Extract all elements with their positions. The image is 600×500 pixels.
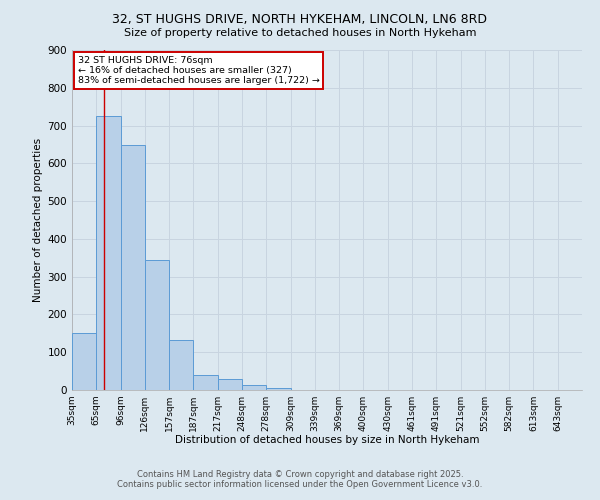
Text: 32 ST HUGHS DRIVE: 76sqm
← 16% of detached houses are smaller (327)
83% of semi-: 32 ST HUGHS DRIVE: 76sqm ← 16% of detach… — [77, 56, 319, 86]
Bar — [193, 375, 218, 390]
Text: Size of property relative to detached houses in North Hykeham: Size of property relative to detached ho… — [124, 28, 476, 38]
Bar — [218, 378, 242, 390]
Bar — [145, 260, 169, 390]
Bar — [72, 334, 96, 390]
X-axis label: Distribution of detached houses by size in North Hykeham: Distribution of detached houses by size … — [175, 436, 479, 446]
Bar — [121, 145, 145, 390]
Y-axis label: Number of detached properties: Number of detached properties — [34, 138, 43, 302]
Text: Contains HM Land Registry data © Crown copyright and database right 2025.
Contai: Contains HM Land Registry data © Crown c… — [118, 470, 482, 489]
Bar — [242, 386, 266, 390]
Bar — [266, 388, 290, 390]
Text: 32, ST HUGHS DRIVE, NORTH HYKEHAM, LINCOLN, LN6 8RD: 32, ST HUGHS DRIVE, NORTH HYKEHAM, LINCO… — [113, 12, 487, 26]
Bar — [96, 116, 121, 390]
Bar — [169, 340, 193, 390]
